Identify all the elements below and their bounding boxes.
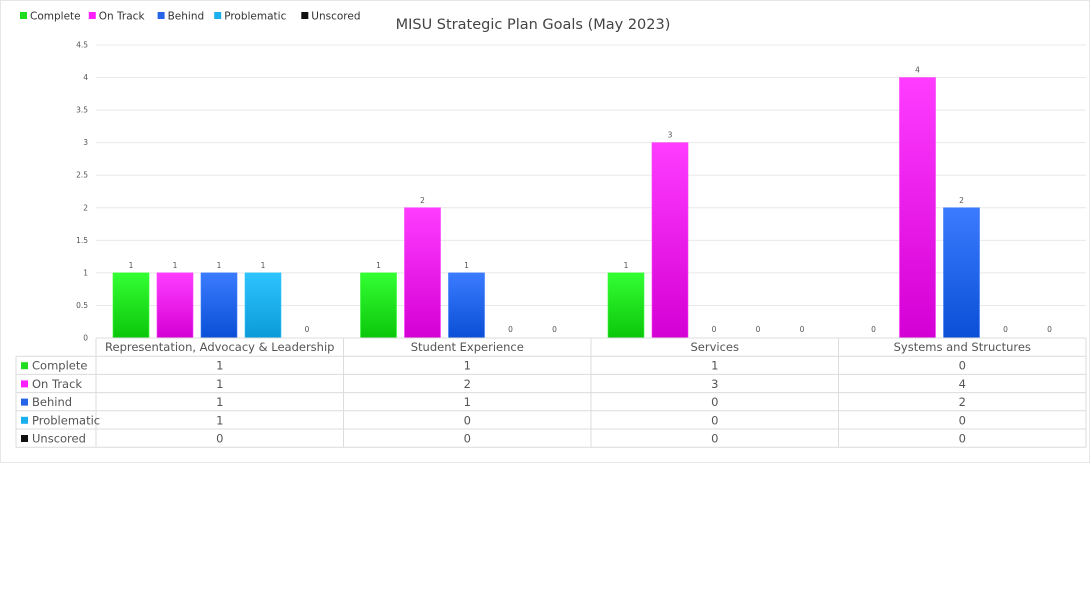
y-tick-label: 2 — [83, 203, 88, 212]
bar-behind-representation-advocacy-and-leadership — [200, 272, 238, 339]
bar-complete-representation-advocacy-and-leadership — [112, 272, 150, 339]
bar-on-track-representation-advocacy-and-leadership — [156, 272, 194, 339]
complete-table-swatch — [21, 362, 28, 370]
table-cell: 0 — [216, 432, 223, 446]
complete-legend-swatch — [20, 12, 27, 19]
table-cell: 1 — [711, 359, 718, 373]
problematic-legend-label: Problematic — [224, 11, 286, 23]
table-header-systems-and-structures: Systems and Structures — [894, 340, 1031, 354]
data-label-complete-student-experience: 1 — [376, 261, 381, 270]
table-cell: 0 — [711, 413, 718, 427]
table-cell: 1 — [464, 395, 471, 409]
data-label-unscored-student-experience: 0 — [552, 325, 557, 334]
table-cell: 1 — [464, 359, 471, 373]
data-label-behind-systems-and-structures: 2 — [959, 196, 964, 205]
y-tick-label: 0 — [83, 334, 88, 343]
y-tick-label: 1.5 — [76, 236, 88, 245]
unscored-legend-label: Unscored — [311, 11, 360, 23]
behind-table-label: Behind — [32, 395, 72, 409]
data-label-problematic-representation-advocacy-and-leadership: 1 — [261, 261, 266, 270]
data-label-unscored-systems-and-structures: 0 — [1047, 325, 1052, 334]
bar-on-track-student-experience — [404, 207, 441, 339]
complete-legend-label: Complete — [30, 11, 81, 23]
y-tick-label: 1 — [83, 268, 88, 277]
problematic-table-label: Problematic — [32, 413, 100, 427]
table-cell: 1 — [216, 395, 223, 409]
y-axis: 0 0.5 1 1.5 2 2.5 3 3.5 4 4.5 — [76, 41, 88, 343]
bar-problematic-representation-advocacy-and-leadership — [244, 272, 282, 339]
data-label-problematic-services: 0 — [756, 325, 761, 334]
data-label-on-track-representation-advocacy-and-leadership: 1 — [173, 261, 178, 270]
y-tick-label: 4 — [83, 73, 88, 82]
data-label-behind-services: 0 — [712, 325, 717, 334]
table-header-services: Services — [691, 340, 740, 354]
table-cell: 0 — [711, 432, 718, 446]
unscored-table-label: Unscored — [32, 432, 86, 446]
bar-on-track-services — [651, 142, 689, 339]
y-tick-label: 4.5 — [76, 41, 88, 50]
y-tick-label: 2.5 — [76, 171, 88, 180]
bar-on-track-systems-and-structures — [899, 77, 936, 339]
on-track-table-label: On Track — [32, 377, 82, 391]
data-table: Representation, Advocacy & Leadership Stu… — [15, 337, 1087, 448]
y-tick-label: 0.5 — [76, 301, 88, 310]
data-label-unscored-services: 0 — [800, 325, 805, 334]
bars — [112, 77, 980, 339]
data-label-problematic-systems-and-structures: 0 — [1003, 325, 1008, 334]
data-label-on-track-systems-and-structures: 4 — [915, 66, 920, 75]
data-label-behind-student-experience: 1 — [464, 261, 469, 270]
table-cell: 3 — [711, 377, 718, 391]
y-tick-label: 3.5 — [76, 106, 88, 115]
data-label-on-track-services: 3 — [668, 131, 673, 140]
table-cell: 0 — [959, 432, 966, 446]
data-label-complete-representation-advocacy-and-leadership: 1 — [129, 261, 134, 270]
table-cell: 0 — [959, 359, 966, 373]
on-track-legend-swatch — [88, 12, 96, 19]
on-track-legend-label: On Track — [99, 11, 146, 23]
y-tick-label: 3 — [83, 138, 88, 147]
chart-title: MISU Strategic Plan Goals (May 2023) — [396, 17, 671, 33]
bar-complete-student-experience — [360, 272, 397, 339]
table-cell: 0 — [464, 413, 471, 427]
table-header-representation-advocacy-and-leadership: Representation, Advocacy & Leadership — [105, 340, 334, 354]
table-cell: 1 — [216, 413, 223, 427]
data-label-problematic-student-experience: 0 — [508, 325, 513, 334]
data-label-on-track-student-experience: 2 — [420, 196, 425, 205]
table-cell: 0 — [959, 413, 966, 427]
data-label-complete-systems-and-structures: 0 — [871, 325, 876, 334]
bar-complete-services — [607, 272, 645, 339]
behind-legend-label: Behind — [168, 11, 205, 23]
data-label-unscored-representation-advocacy-and-leadership: 0 — [305, 325, 310, 334]
table-cell: 4 — [959, 377, 966, 391]
table-cell: 0 — [711, 395, 718, 409]
on-track-table-swatch — [21, 380, 28, 388]
table-cell: 2 — [959, 395, 966, 409]
data-label-complete-services: 1 — [624, 261, 629, 270]
data-labels: 1 1 1 1 0 1 2 1 0 0 1 3 0 0 0 0 4 2 0 0 — [129, 66, 1053, 334]
data-label-behind-representation-advocacy-and-leadership: 1 — [217, 261, 222, 270]
unscored-legend-swatch — [301, 12, 309, 19]
table-cell: 2 — [464, 377, 471, 391]
table-cell: 0 — [464, 432, 471, 446]
legend: Complete On Track Behind Problematic Unscore… — [20, 11, 361, 23]
table-cell: 1 — [216, 377, 223, 391]
table-cell: 1 — [216, 359, 223, 373]
bar-behind-student-experience — [448, 272, 485, 339]
unscored-table-swatch — [21, 435, 28, 442]
bar-behind-systems-and-structures — [943, 207, 980, 339]
behind-table-swatch — [21, 398, 28, 406]
problematic-table-swatch — [21, 416, 28, 424]
complete-table-label: Complete — [32, 359, 87, 373]
problematic-legend-swatch — [214, 12, 222, 19]
behind-legend-swatch — [157, 12, 165, 19]
table-header-student-experience: Student Experience — [411, 340, 524, 354]
